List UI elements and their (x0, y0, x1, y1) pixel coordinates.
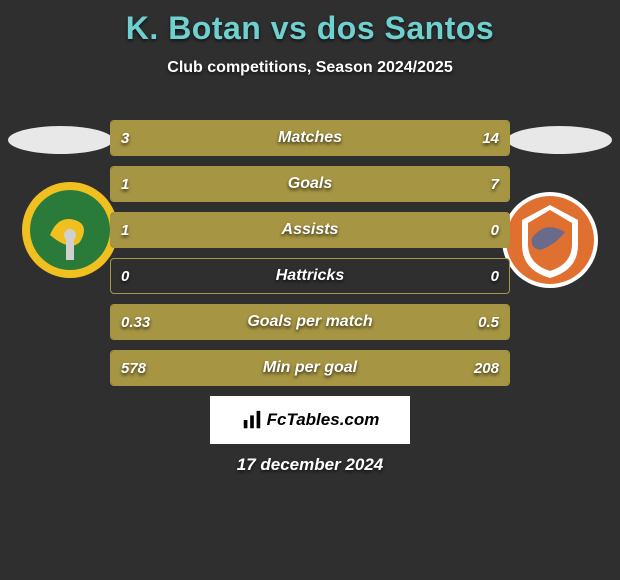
stat-value-right: 0 (481, 213, 509, 247)
stat-value-left: 3 (111, 121, 139, 155)
stat-value-left: 0.33 (111, 305, 160, 339)
brand-text: FcTables.com (267, 410, 380, 430)
stat-value-left: 1 (111, 213, 139, 247)
team-crest-left (20, 180, 120, 280)
crest-left-icon (20, 180, 120, 280)
comparison-bars: Matches314Goals17Assists10Hattricks00Goa… (110, 120, 510, 396)
brand-icon (241, 409, 263, 431)
stat-value-right: 208 (464, 351, 509, 385)
stat-label: Goals per match (111, 305, 509, 339)
stat-label: Goals (111, 167, 509, 201)
player-right-shadow (507, 126, 612, 154)
stat-value-right: 0.5 (468, 305, 509, 339)
stat-value-left: 1 (111, 167, 139, 201)
stat-value-left: 578 (111, 351, 156, 385)
team-crest-right (500, 190, 600, 290)
crest-right-icon (500, 190, 600, 290)
stat-label: Assists (111, 213, 509, 247)
stat-label: Min per goal (111, 351, 509, 385)
stat-value-right: 7 (481, 167, 509, 201)
stat-label: Matches (111, 121, 509, 155)
stat-row: Matches3 14 (110, 120, 510, 156)
stat-row: Assists1 0 (110, 212, 510, 248)
stat-label: Hattricks (111, 259, 509, 293)
stat-row: Goals1 7 (110, 166, 510, 202)
stat-value-right: 14 (472, 121, 509, 155)
stat-value-left: 0 (111, 259, 139, 293)
footer-date: 17 december 2024 (0, 455, 620, 475)
stat-row: Min per goal578 208 (110, 350, 510, 386)
page-subtitle: Club competitions, Season 2024/2025 (0, 59, 620, 77)
stat-value-right: 0 (481, 259, 509, 293)
stat-row: Goals per match0.33 0.5 (110, 304, 510, 340)
brand-badge: FcTables.com (210, 396, 410, 444)
page-title: K. Botan vs dos Santos (0, 0, 620, 47)
player-left-shadow (8, 126, 113, 154)
stat-row: Hattricks0 0 (110, 258, 510, 294)
